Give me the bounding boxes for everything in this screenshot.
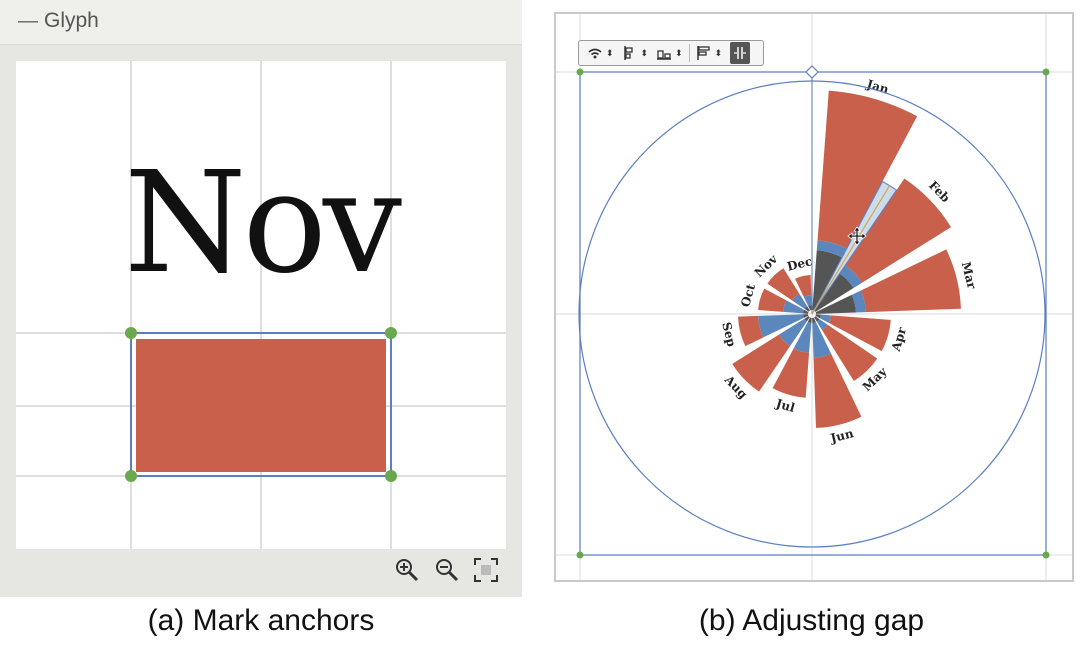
anchor-3[interactable]	[576, 551, 584, 559]
bar-oct-segment-2[interactable]	[783, 300, 805, 314]
bar-jan-segment-3[interactable]	[817, 90, 918, 249]
move-cursor-icon	[847, 226, 867, 246]
toolbar-align-text[interactable]: ⬍	[692, 42, 727, 64]
bar-nov-segment-1[interactable]	[804, 306, 810, 312]
anchor-4[interactable]	[1042, 551, 1050, 559]
wifi-direction-icon	[588, 48, 602, 59]
toolbar-divider	[688, 44, 690, 62]
label-jun: Jun	[828, 426, 855, 445]
bar-may-segment-3[interactable]	[822, 324, 878, 381]
bar-may-segment-2[interactable]	[816, 319, 828, 331]
fit-to-view-icon[interactable]	[472, 556, 500, 584]
bar-aug-segment-1[interactable]	[804, 316, 810, 322]
glyph-mark-rect[interactable]	[136, 339, 386, 472]
glyph-title: Glyph	[44, 9, 99, 32]
align-bottom-icon	[657, 50, 672, 60]
label-dec: Dec	[786, 254, 814, 274]
bar-may-segment-1[interactable]	[814, 316, 820, 322]
bar-jan-segment-2[interactable]	[816, 240, 847, 258]
bar-jun-segment-3[interactable]	[813, 353, 862, 428]
chart-toolbar: ⬍ ⬍ ⬍ ⬍	[578, 40, 764, 66]
bar-jul-segment-1[interactable]	[807, 317, 812, 323]
bar-nov-segment-3[interactable]	[767, 268, 800, 301]
bar-dec-segment-1[interactable]	[808, 305, 812, 311]
gap-guide-line	[811, 185, 891, 315]
align-text-icon	[696, 46, 710, 60]
align-left-icon	[623, 46, 633, 60]
gap-adjust-button[interactable]	[730, 42, 751, 64]
chevron-updown-icon: ⬍	[606, 47, 614, 58]
glyph-header: — Glyph	[0, 0, 522, 45]
anchor-bottom-left[interactable]	[125, 470, 137, 482]
bar-apr-segment-2[interactable]	[819, 314, 831, 323]
bar-jun-segment-1[interactable]	[812, 317, 816, 323]
glyph-text-nov[interactable]: Nov	[124, 142, 402, 305]
toolbar-align-left[interactable]: ⬍	[618, 42, 653, 64]
glyph-canvas[interactable]: Nov	[16, 61, 506, 549]
bar-jan-segment-1[interactable]	[812, 250, 843, 311]
anchor-bottom-right[interactable]	[385, 470, 397, 482]
label-sep: Sep	[719, 321, 739, 348]
label-oct: Oct	[738, 282, 758, 309]
bar-aug-segment-2[interactable]	[778, 318, 807, 347]
label-mar: Mar	[959, 260, 979, 291]
bar-mar-segment-1[interactable]	[815, 294, 856, 314]
anchor-top-right[interactable]	[385, 327, 397, 339]
bar-apr-segment-3[interactable]	[828, 315, 891, 352]
chart-canvas[interactable]: Jan Feb Mar Apr May Jun Jul Aug Sep Oct Nov Dec	[554, 12, 1074, 582]
bar-sep-segment-1[interactable]	[803, 314, 809, 318]
bar-feb-segment-2[interactable]	[839, 265, 863, 289]
bar-jul-segment-3[interactable]	[772, 348, 810, 398]
bar-dec-segment-3[interactable]	[795, 275, 812, 297]
bar-nov-segment-2[interactable]	[792, 293, 808, 309]
bar-mar-segment-3[interactable]	[860, 249, 961, 313]
zoom-out-icon[interactable]	[433, 556, 461, 584]
glyph-grid	[16, 61, 506, 549]
chevron-updown-icon: ⬍	[675, 47, 683, 58]
glyph-panel: — Glyph Nov	[0, 0, 522, 597]
bar-oct-segment-1[interactable]	[803, 309, 809, 314]
chevron-updown-icon: ⬍	[640, 47, 649, 58]
toolbar-align-bottom[interactable]: ⬍	[652, 42, 687, 64]
polar-chart-panel: Jan Feb Mar Apr May Jun Jul Aug Sep Oct Nov Dec ⬍ ⬍	[540, 0, 1083, 597]
bar-oct-segment-3[interactable]	[758, 288, 787, 312]
angle-handle[interactable]	[805, 65, 819, 79]
bar-feb-segment-3[interactable]	[845, 178, 952, 283]
bar-sep-segment-3[interactable]	[738, 315, 764, 347]
bar-jun-segment-2[interactable]	[812, 322, 832, 358]
gap-adjust-icon	[734, 47, 747, 59]
bar-feb-segment-1[interactable]	[814, 273, 854, 312]
bar-dec-segment-2[interactable]	[803, 295, 812, 306]
zoom-in-icon[interactable]	[393, 556, 421, 584]
anchor-1[interactable]	[576, 68, 584, 76]
bar-mar-segment-2[interactable]	[851, 290, 866, 313]
anchor-top-left[interactable]	[125, 327, 137, 339]
toolbar-direction[interactable]: ⬍	[583, 42, 618, 64]
bar-apr-segment-1[interactable]	[815, 314, 821, 319]
caption-mark-anchors: (a) Mark anchors	[147, 604, 375, 637]
bar-aug-segment-3[interactable]	[732, 334, 791, 392]
anchor-2[interactable]	[1042, 68, 1050, 76]
selection-box[interactable]	[130, 332, 392, 477]
collapse-icon[interactable]: —	[18, 10, 38, 32]
caption-adjusting-gap: (b) Adjusting gap	[698, 604, 925, 637]
bar-jul-segment-2[interactable]	[793, 321, 812, 353]
label-jul: Jul	[773, 396, 796, 415]
label-jan: Jan	[864, 77, 890, 97]
label-apr: Apr	[889, 325, 910, 354]
bar-sep-segment-2[interactable]	[758, 314, 804, 338]
chevron-updown-icon: ⬍	[714, 47, 723, 58]
